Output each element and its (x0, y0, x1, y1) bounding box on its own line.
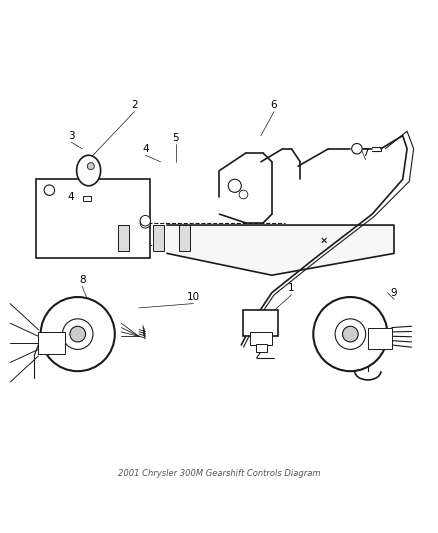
Circle shape (334, 319, 365, 350)
Bar (243, 310, 278, 336)
Text: 2001 Chrysler 300M Gearshift Controls Diagram: 2001 Chrysler 300M Gearshift Controls Di… (118, 469, 320, 478)
Text: 8: 8 (78, 274, 85, 285)
Text: 2: 2 (131, 100, 138, 110)
Text: 4: 4 (142, 144, 148, 154)
Text: 9: 9 (390, 288, 396, 297)
Bar (36, 179, 149, 258)
Text: 3: 3 (68, 131, 74, 141)
Circle shape (239, 190, 247, 199)
Text: 6: 6 (270, 100, 277, 110)
Bar (250, 332, 271, 345)
Bar (367, 328, 391, 350)
Bar (39, 332, 64, 354)
Text: 7: 7 (361, 148, 368, 158)
Circle shape (313, 297, 387, 371)
Text: 4: 4 (68, 192, 74, 201)
Circle shape (70, 326, 85, 342)
Text: 1: 1 (287, 284, 294, 293)
Bar (118, 225, 128, 251)
Circle shape (228, 179, 241, 192)
Circle shape (140, 215, 150, 226)
Bar (153, 225, 163, 251)
Circle shape (140, 217, 150, 228)
Circle shape (62, 319, 93, 350)
Bar (179, 225, 189, 251)
Circle shape (87, 163, 94, 169)
Circle shape (351, 143, 361, 154)
Polygon shape (167, 225, 393, 275)
Text: 10: 10 (186, 292, 199, 302)
Circle shape (44, 185, 54, 196)
Circle shape (342, 326, 357, 342)
Bar (255, 344, 266, 352)
Ellipse shape (77, 155, 100, 186)
Text: 5: 5 (172, 133, 179, 143)
Circle shape (41, 297, 115, 371)
Bar (82, 196, 91, 201)
